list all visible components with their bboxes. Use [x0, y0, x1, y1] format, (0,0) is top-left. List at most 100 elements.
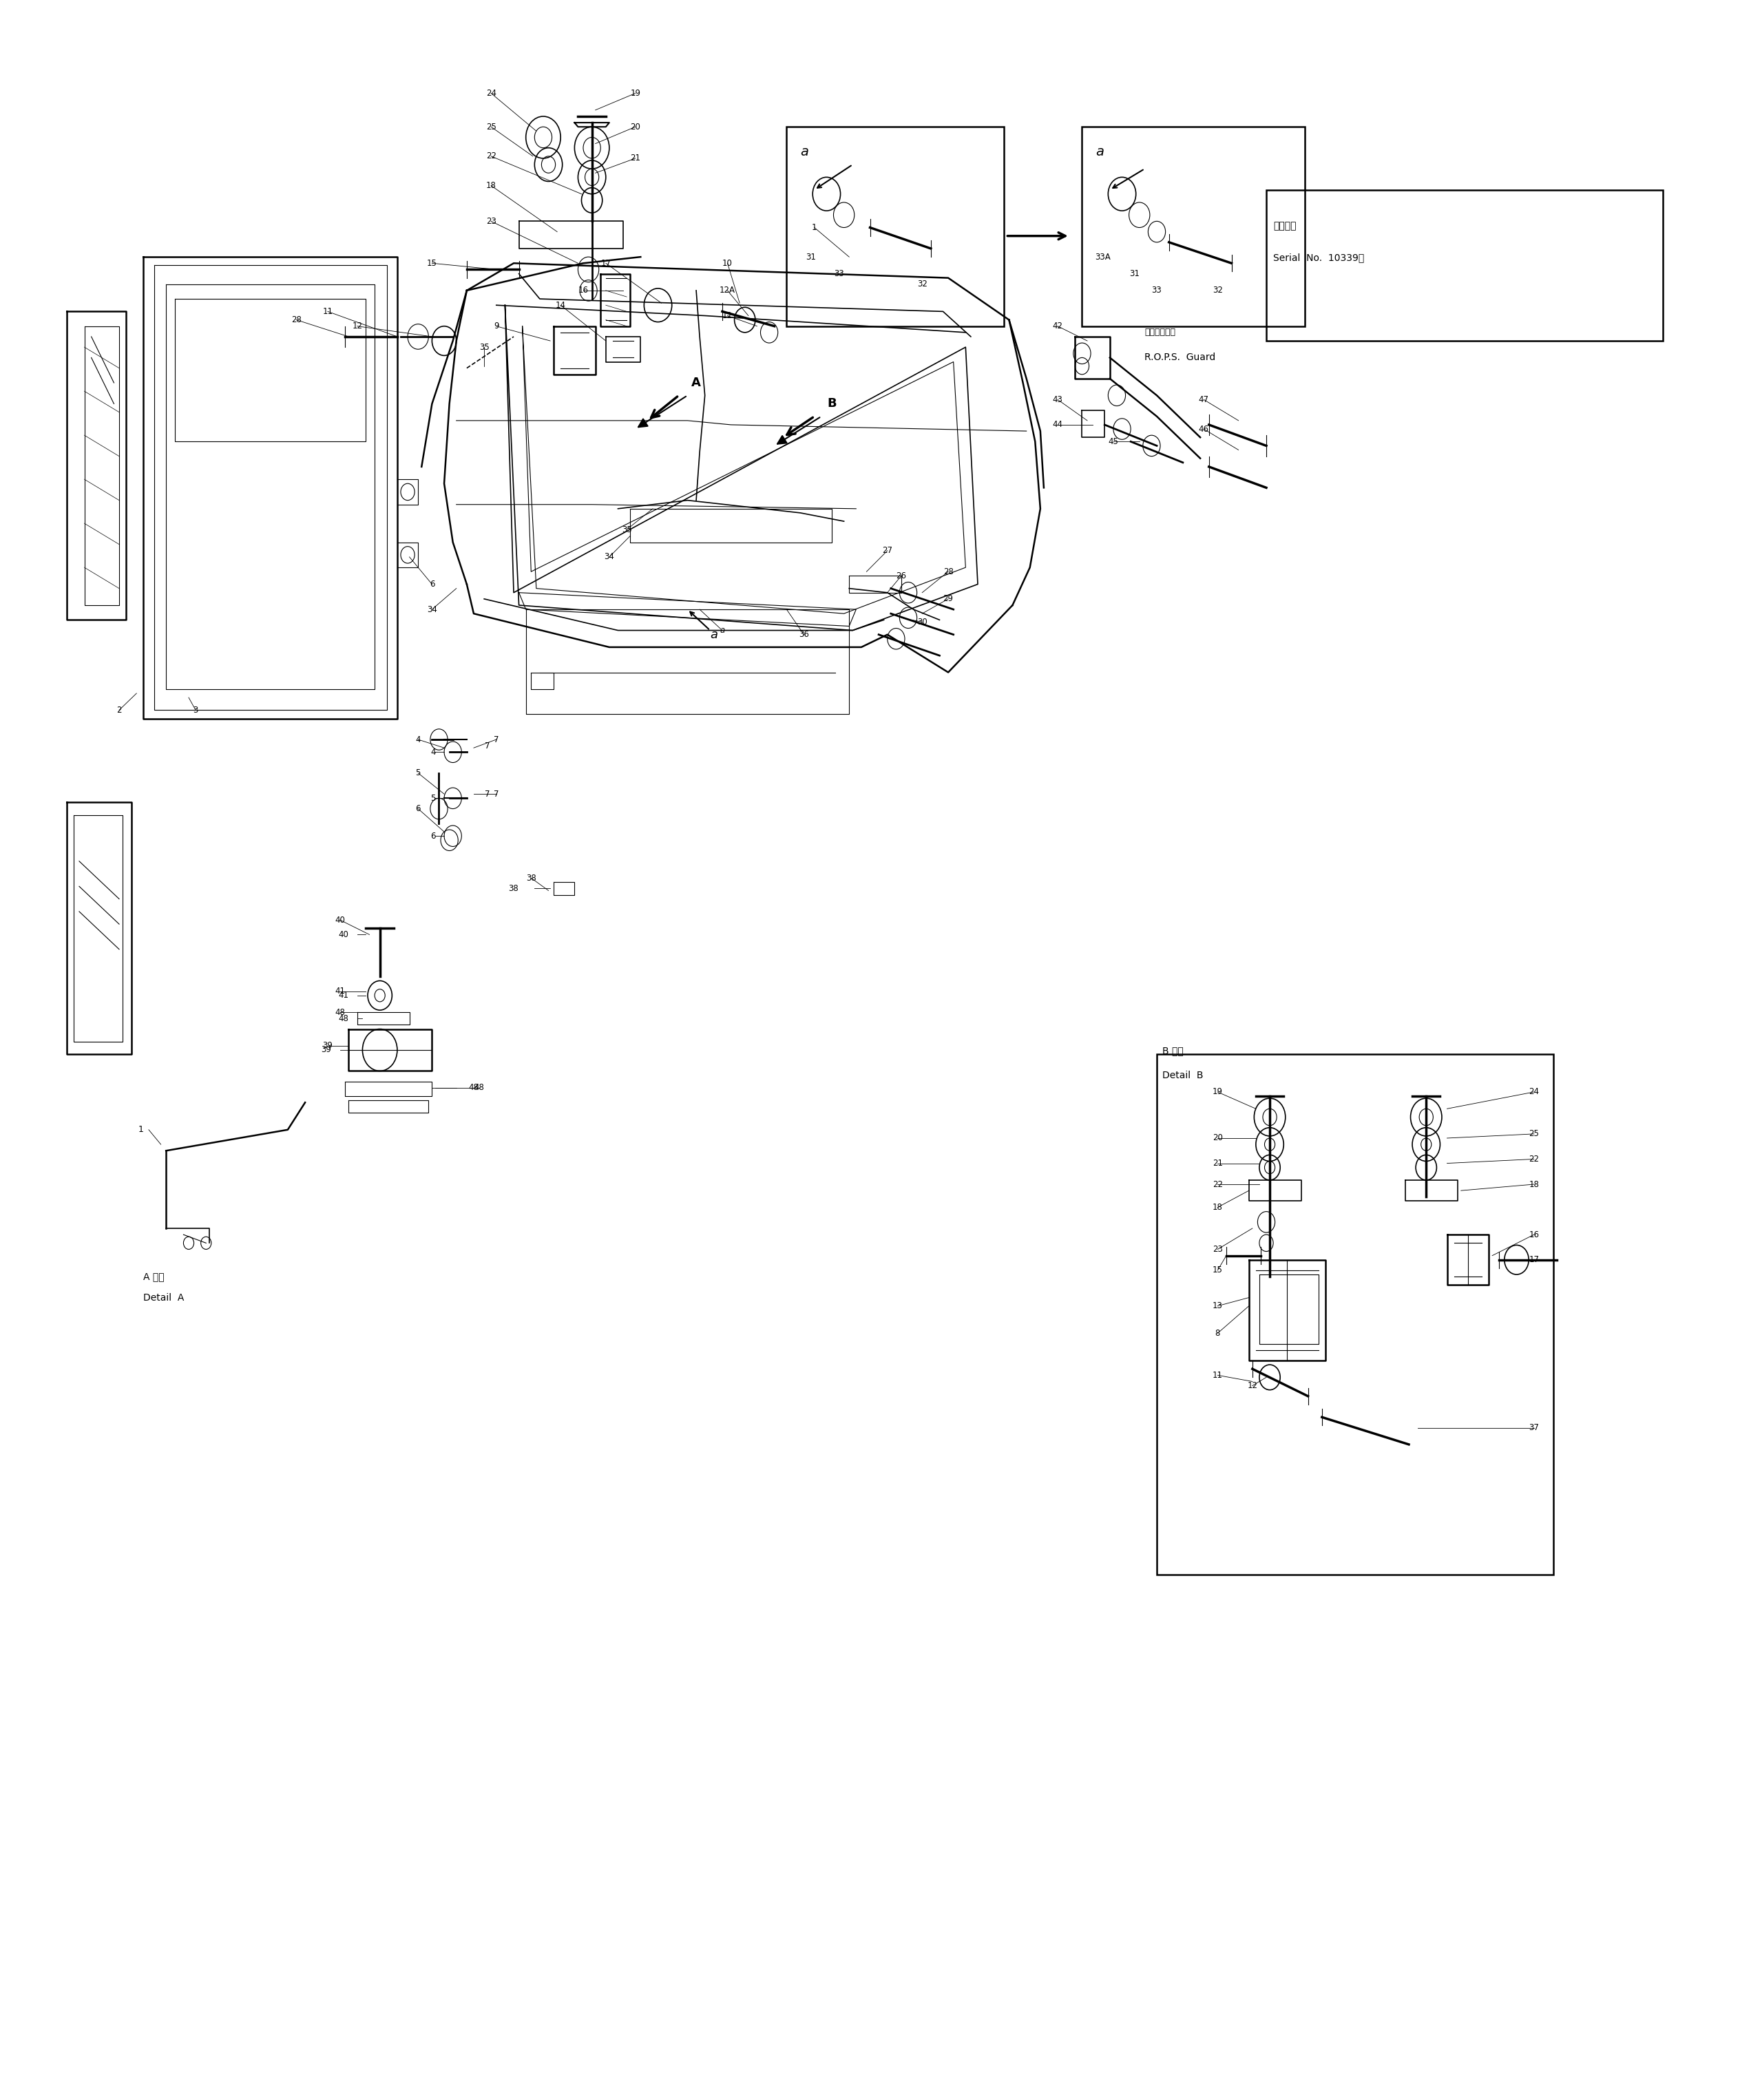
Text: B: B	[827, 397, 837, 410]
Text: 33: 33	[1152, 286, 1162, 294]
Text: a: a	[1096, 145, 1105, 160]
Text: 40: 40	[334, 916, 345, 924]
Text: 24: 24	[1529, 1088, 1540, 1096]
Text: 43: 43	[1053, 395, 1063, 403]
Text: 30: 30	[917, 617, 927, 626]
Text: 6: 6	[416, 804, 421, 813]
Text: 19: 19	[1213, 1088, 1223, 1096]
Text: 21: 21	[630, 153, 640, 164]
Text: 35: 35	[621, 525, 632, 533]
Text: 28: 28	[291, 315, 301, 323]
Text: 15: 15	[426, 258, 437, 267]
Text: 8: 8	[1215, 1329, 1220, 1338]
Text: 7: 7	[485, 790, 491, 798]
Text: 33A: 33A	[1094, 252, 1110, 260]
Bar	[1157, 1054, 1554, 1575]
Text: 34: 34	[426, 605, 437, 613]
Text: 13: 13	[1213, 1302, 1223, 1310]
Text: 24: 24	[485, 88, 496, 99]
Text: 17: 17	[1529, 1256, 1540, 1264]
Text: 22: 22	[1213, 1180, 1223, 1189]
Text: 42: 42	[1053, 321, 1063, 330]
Text: 6: 6	[430, 832, 435, 840]
Text: 11: 11	[322, 307, 332, 315]
Text: 38: 38	[525, 874, 536, 882]
Text: 適用号機: 適用号機	[1274, 220, 1296, 231]
Text: Detail  B: Detail B	[1162, 1071, 1202, 1082]
Text: 12: 12	[351, 321, 362, 330]
Text: 26: 26	[896, 571, 907, 580]
Text: 15: 15	[1213, 1266, 1223, 1275]
Bar	[786, 126, 1004, 326]
Text: 48: 48	[334, 1008, 345, 1016]
Text: 48: 48	[473, 1084, 484, 1092]
Text: 36: 36	[799, 630, 809, 638]
Text: 45: 45	[1108, 437, 1119, 445]
Text: 6: 6	[430, 580, 435, 588]
Text: 17: 17	[600, 258, 611, 267]
Text: 46: 46	[1199, 424, 1209, 433]
Text: 1: 1	[813, 223, 818, 231]
Text: 11: 11	[1213, 1371, 1223, 1380]
Text: 21: 21	[1213, 1159, 1223, 1168]
Text: 40: 40	[338, 930, 348, 939]
Text: 39: 39	[322, 1042, 332, 1050]
Text: Detail  A: Detail A	[143, 1294, 184, 1302]
Text: a: a	[800, 145, 809, 160]
Text: 12: 12	[722, 311, 733, 319]
Bar	[1267, 189, 1662, 340]
Text: 34: 34	[604, 552, 614, 561]
Text: 18: 18	[485, 181, 496, 191]
Text: 47: 47	[1199, 395, 1209, 403]
Text: 20: 20	[1213, 1134, 1223, 1142]
Text: R.O.P.S.  Guard: R.O.P.S. Guard	[1145, 353, 1216, 363]
Text: 38: 38	[508, 884, 519, 892]
Text: 33: 33	[833, 269, 844, 277]
Text: 9: 9	[494, 321, 499, 330]
Text: 41: 41	[334, 987, 345, 995]
Text: 1: 1	[137, 1126, 143, 1134]
Text: Serial  No.  10339～: Serial No. 10339～	[1274, 252, 1364, 262]
Text: 5: 5	[416, 769, 421, 777]
Text: A: A	[691, 376, 701, 388]
Text: 31: 31	[806, 252, 816, 260]
Text: 22: 22	[1529, 1155, 1540, 1163]
Text: 7: 7	[494, 790, 499, 798]
Text: 44: 44	[1053, 420, 1063, 428]
Text: 20: 20	[630, 122, 640, 132]
Text: 4: 4	[430, 748, 435, 756]
Text: 10: 10	[722, 258, 733, 267]
Text: a: a	[710, 628, 717, 640]
Text: ロプスガード: ロプスガード	[1145, 328, 1176, 336]
Text: 41: 41	[338, 991, 348, 1000]
Text: 7: 7	[494, 735, 499, 743]
Text: 18: 18	[1529, 1180, 1540, 1189]
Text: 12: 12	[1248, 1382, 1258, 1390]
Text: 22: 22	[485, 151, 496, 162]
Text: 18: 18	[1213, 1203, 1223, 1212]
Text: 16: 16	[578, 286, 588, 294]
Text: 37: 37	[1529, 1424, 1540, 1432]
Text: 48: 48	[468, 1084, 479, 1092]
Text: 27: 27	[882, 546, 893, 554]
Text: a: a	[720, 626, 726, 634]
Text: 35: 35	[479, 342, 489, 351]
Text: 12A: 12A	[720, 286, 736, 294]
Text: 14: 14	[555, 300, 566, 309]
Text: 48: 48	[338, 1014, 348, 1023]
Text: 32: 32	[917, 279, 927, 288]
Text: 7: 7	[485, 741, 491, 750]
Text: 3: 3	[193, 706, 198, 714]
Text: 23: 23	[485, 216, 496, 225]
Text: 4: 4	[416, 735, 421, 743]
Bar	[1082, 126, 1305, 326]
Text: 25: 25	[1529, 1130, 1540, 1138]
Text: 5: 5	[430, 794, 435, 802]
Text: 29: 29	[943, 594, 954, 603]
Text: 19: 19	[630, 88, 640, 99]
Text: 31: 31	[1129, 269, 1140, 277]
Text: 39: 39	[320, 1046, 331, 1054]
Text: 25: 25	[485, 122, 496, 132]
Text: 32: 32	[1213, 286, 1223, 294]
Text: 2: 2	[117, 706, 122, 714]
